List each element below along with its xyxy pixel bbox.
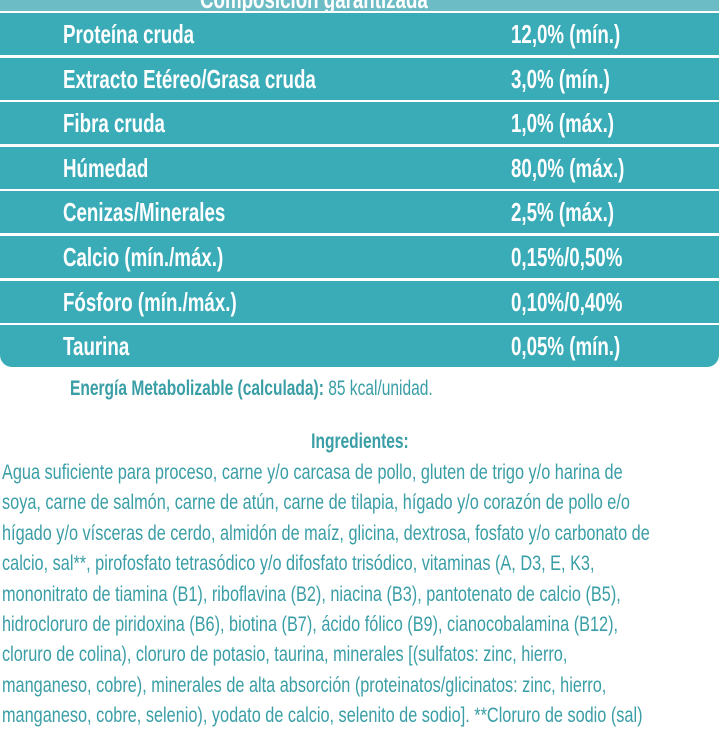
nutrient-value: 0,05% (mín.) xyxy=(511,331,621,362)
ingredients-line: Agua suficiente para proceso, carne y/o … xyxy=(2,461,623,484)
nutrient-value: 0,15%/0,50% xyxy=(511,241,623,272)
table-row: Fósforo (mín./máx.) 0,10%/0,40% xyxy=(0,280,719,323)
nutrient-value: 1,0% (máx.) xyxy=(511,108,615,139)
table-row: Taurina 0,05% (mín.) xyxy=(0,325,719,368)
nutrient-label: Cenizas/Minerales xyxy=(63,197,226,228)
nutrient-label: Fósforo (mín./máx.) xyxy=(63,286,237,317)
ingredients-line: cloruro de colina), cloruro de potasio, … xyxy=(2,643,568,667)
guaranteed-analysis-table: Proteína cruda 12,0% (mín.) Extracto Etér… xyxy=(0,13,719,370)
ingredients-line: calcio, sal**, pirofosfato tetrasódico y… xyxy=(2,552,595,576)
nutrient-label: Taurina xyxy=(63,331,130,362)
nutrient-value: 0,10%/0,40% xyxy=(511,286,623,317)
nutrient-value: 80,0% (máx.) xyxy=(511,152,625,183)
ingredients-line: mononitrato de tiamina (B1), riboflavina… xyxy=(2,582,621,606)
table-row: Proteína cruda 12,0% (mín.) xyxy=(0,13,719,55)
ingredients-line: manganeso, cobre), minerales de alta abs… xyxy=(2,673,607,697)
ingredients-heading-wrap: Ingredientes: xyxy=(0,430,719,454)
ingredients-line: hidrocloruro de piridoxina (B6), biotina… xyxy=(2,612,619,636)
ingredients-line: soya, carne de salmón, carne de atún, ca… xyxy=(2,491,630,515)
nutrient-value: 12,0% (mín.) xyxy=(511,19,621,49)
nutrient-label: Calcio (mín./máx.) xyxy=(63,241,224,272)
metabolizable-energy: Energía Metabolizable (calculada): 85 kc… xyxy=(70,377,433,401)
nutrient-label: Proteína cruda xyxy=(63,19,195,49)
table-row: Calcio (mín./máx.) 0,15%/0,50% xyxy=(0,235,719,278)
energy-value: 85 kcal/unidad. xyxy=(323,377,433,400)
nutrient-value: 2,5% (máx.) xyxy=(511,197,615,228)
ingredients-line: manganeso, cobre, selenio), yodato de ca… xyxy=(2,704,643,728)
nutrient-value: 3,0% (mín.) xyxy=(511,63,610,94)
table-header-title: Composición garantizada xyxy=(200,0,428,11)
nutrient-label: Fibra cruda xyxy=(63,108,165,139)
table-row: Húmedad 80,0% (máx.) xyxy=(0,146,719,189)
table-row: Extracto Etéreo/Grasa cruda 3,0% (mín.) xyxy=(0,57,719,100)
nutrient-label: Húmedad xyxy=(63,152,149,183)
table-header: Composición garantizada xyxy=(0,0,719,11)
ingredients-line: hígado y/o vísceras de cerdo, almidón de… xyxy=(2,521,650,545)
ingredients-heading: Ingredientes: xyxy=(310,430,409,453)
ingredients-text: Agua suficiente para proceso, carne y/o … xyxy=(2,459,719,733)
table-row: Cenizas/Minerales 2,5% (máx.) xyxy=(0,191,719,234)
energy-label: Energía Metabolizable (calculada): xyxy=(70,377,324,400)
nutrient-label: Extracto Etéreo/Grasa cruda xyxy=(63,63,316,94)
table-row: Fibra cruda 1,0% (máx.) xyxy=(0,102,719,145)
